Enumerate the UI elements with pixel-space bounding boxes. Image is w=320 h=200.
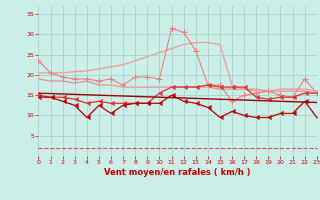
X-axis label: Vent moyen/en rafales ( km/h ): Vent moyen/en rafales ( km/h ) [104,168,251,177]
